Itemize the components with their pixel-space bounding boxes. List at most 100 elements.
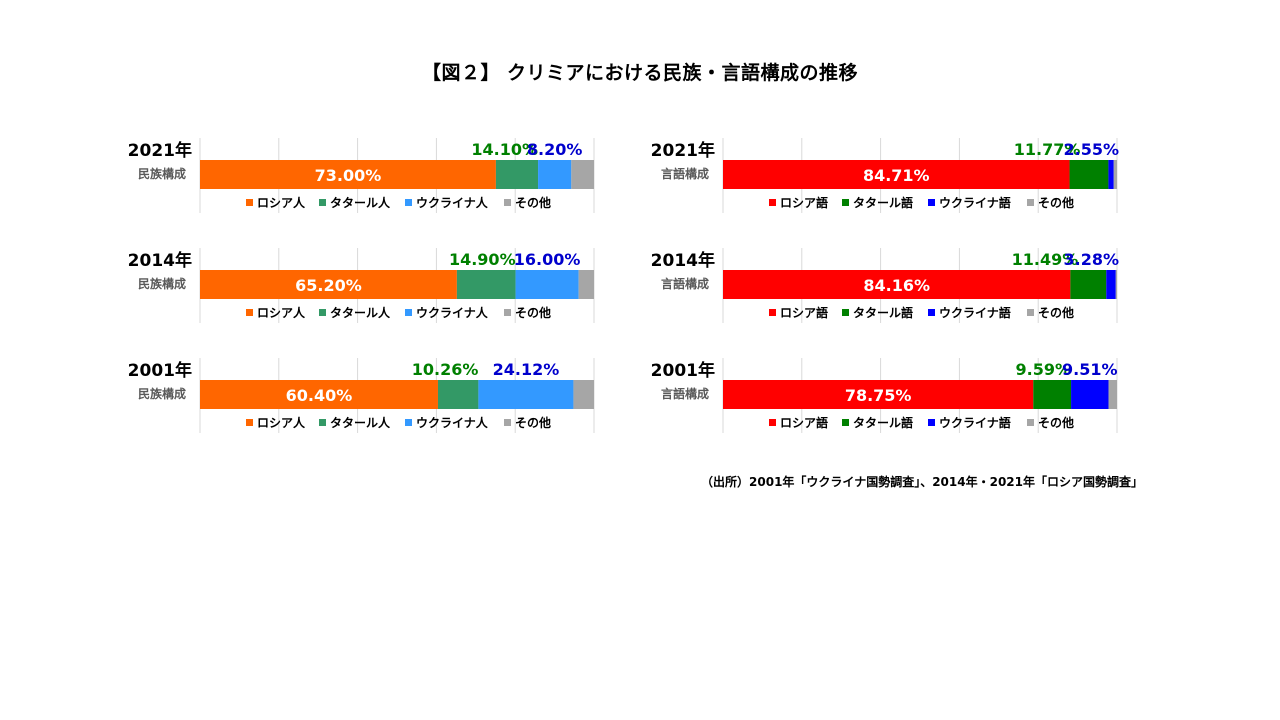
- legend-swatch: [1027, 419, 1034, 426]
- legend-label: タタール語: [853, 195, 913, 210]
- data-label: 3.28%: [1063, 250, 1119, 269]
- legend-label: ウクライナ人: [416, 195, 489, 210]
- legend-label: タタール語: [853, 415, 913, 430]
- bar-segment: [456, 270, 516, 299]
- bar-segment: [538, 160, 572, 189]
- year-label: 2014年: [651, 250, 715, 271]
- data-label: 2.55%: [1063, 140, 1119, 159]
- legend-label: ウクライナ語: [939, 415, 1011, 430]
- data-label: 14.10%: [471, 140, 538, 159]
- legend-swatch: [504, 309, 511, 316]
- legend-swatch: [1027, 309, 1034, 316]
- bar-segment: [1069, 160, 1109, 189]
- data-label: 16.00%: [514, 250, 581, 269]
- legend-label: ロシア語: [780, 195, 828, 210]
- legend-label: その他: [515, 305, 551, 320]
- bar-segment: [723, 270, 1071, 299]
- source-note: （出所）2001年「ウクライナ国勢調査」、2014年・2021年「ロシア国勢調査…: [701, 475, 1143, 489]
- bar-segment: [478, 380, 574, 409]
- bar-segment: [723, 160, 1070, 189]
- data-label: 84.16%: [863, 276, 930, 295]
- bar-segment: [1108, 160, 1114, 189]
- data-label: 24.12%: [493, 360, 560, 379]
- data-label: 11.49%: [1012, 250, 1079, 269]
- legend-label: ウクライナ人: [416, 305, 489, 320]
- year-label: 2001年: [651, 360, 715, 381]
- year-label: 2021年: [651, 140, 715, 161]
- legend-label: ロシア語: [780, 305, 828, 320]
- row-label: 言語構成: [661, 386, 709, 401]
- data-label: 65.20%: [295, 276, 362, 295]
- legend-swatch: [405, 199, 412, 206]
- data-label: 10.26%: [412, 360, 479, 379]
- bar-segment: [200, 160, 496, 189]
- bar-segment: [200, 380, 438, 409]
- row-label: 民族構成: [138, 166, 186, 181]
- year-label: 2001年: [128, 360, 192, 381]
- legend-swatch: [928, 419, 935, 426]
- bar-segment: [1071, 380, 1109, 409]
- data-label: 11.77%: [1014, 140, 1081, 159]
- bar-segment: [578, 270, 594, 299]
- legend-label: タタール人: [330, 415, 391, 430]
- legend-swatch: [504, 419, 511, 426]
- legend-swatch: [504, 199, 511, 206]
- row-label: 民族構成: [138, 276, 186, 291]
- bar-segment: [1113, 160, 1117, 189]
- legend-swatch: [928, 199, 935, 206]
- legend-swatch: [246, 419, 253, 426]
- legend-swatch: [842, 419, 849, 426]
- legend-swatch: [1027, 199, 1034, 206]
- legend-label: ウクライナ人: [416, 415, 489, 430]
- legend-label: ロシア人: [257, 415, 306, 430]
- legend-label: タタール人: [330, 195, 391, 210]
- legend-label: ロシア語: [780, 415, 828, 430]
- legend-label: タタール語: [853, 305, 913, 320]
- legend-swatch: [246, 309, 253, 316]
- data-label: 9.51%: [1062, 360, 1118, 379]
- bar-segment: [573, 380, 594, 409]
- row-label: 言語構成: [661, 276, 709, 291]
- bar-segment: [723, 380, 1034, 409]
- legend-swatch: [319, 419, 326, 426]
- data-label: 60.40%: [286, 386, 353, 405]
- bar-segment: [495, 160, 539, 189]
- legend-label: ウクライナ語: [939, 195, 1011, 210]
- row-label: 民族構成: [138, 386, 186, 401]
- legend-swatch: [319, 309, 326, 316]
- legend-swatch: [928, 309, 935, 316]
- legend-label: その他: [515, 415, 551, 430]
- bar-segment: [200, 270, 457, 299]
- legend-label: ロシア人: [257, 305, 306, 320]
- data-label: 14.90%: [449, 250, 516, 269]
- bar-segment: [1033, 380, 1072, 409]
- data-label: 73.00%: [315, 166, 382, 185]
- data-label: 84.71%: [863, 166, 930, 185]
- legend-label: その他: [515, 195, 551, 210]
- legend-label: その他: [1038, 415, 1074, 430]
- legend-label: その他: [1038, 195, 1074, 210]
- legend-label: タタール人: [330, 305, 391, 320]
- legend-swatch: [769, 419, 776, 426]
- year-label: 2021年: [128, 140, 192, 161]
- legend-swatch: [319, 199, 326, 206]
- chart-title: 【図２】 クリミアにおける民族・言語構成の推移: [421, 62, 859, 84]
- bar-segment: [1108, 380, 1117, 409]
- legend-swatch: [842, 199, 849, 206]
- legend-label: ロシア人: [257, 195, 306, 210]
- legend-label: ウクライナ語: [939, 305, 1011, 320]
- legend-swatch: [405, 419, 412, 426]
- legend-label: その他: [1038, 305, 1074, 320]
- legend-swatch: [405, 309, 412, 316]
- row-label: 言語構成: [661, 166, 709, 181]
- data-label: 78.75%: [845, 386, 912, 405]
- bar-segment: [515, 270, 579, 299]
- bar-segment: [437, 380, 479, 409]
- legend-swatch: [246, 199, 253, 206]
- legend-swatch: [842, 309, 849, 316]
- year-label: 2014年: [128, 250, 192, 271]
- legend-swatch: [769, 309, 776, 316]
- bar-segment: [1115, 270, 1117, 299]
- bar-segment: [1070, 270, 1107, 299]
